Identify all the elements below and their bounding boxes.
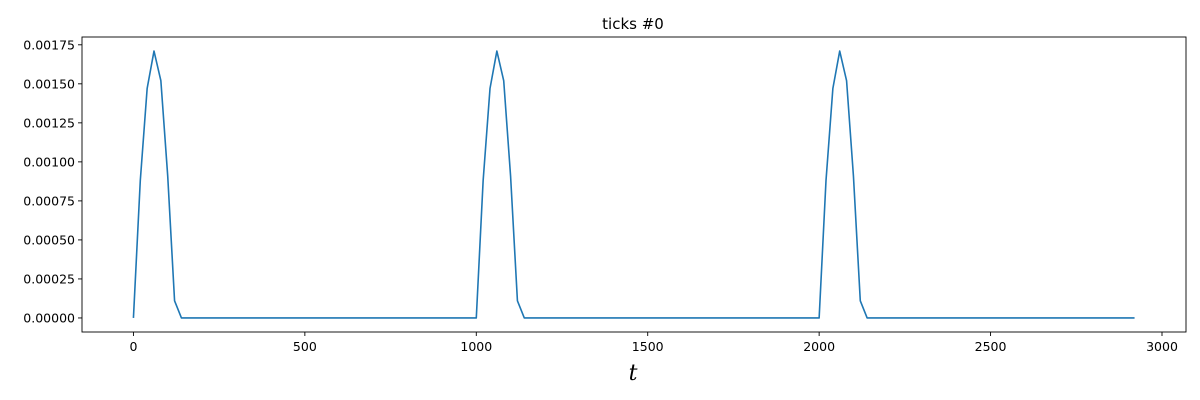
x-tick-label: 3000 — [1146, 339, 1178, 354]
y-axis: 0.00000 0.00025 0.00050 0.00075 0.00100 0.001… — [23, 37, 82, 325]
x-tick-label: 2000 — [803, 339, 835, 354]
y-tick-label: 0.00075 — [23, 193, 75, 208]
x-tick-label: 500 — [293, 339, 317, 354]
x-axis: 0 500 1000 1500 2000 2500 3000 — [129, 332, 1178, 354]
y-tick-label: 0.00025 — [23, 271, 75, 286]
x-tick-label: 2500 — [975, 339, 1007, 354]
x-axis-label: t — [629, 361, 638, 386]
plot-frame — [81, 36, 1187, 333]
y-tick-label: 0.00175 — [23, 37, 75, 52]
y-tick-label: 0.00150 — [23, 76, 75, 91]
chart-title: ticks #0 — [602, 15, 664, 33]
x-tick-label: 1000 — [460, 339, 492, 354]
y-tick-label: 0.00000 — [23, 310, 75, 325]
y-tick-label: 0.00125 — [23, 115, 75, 130]
plot-area — [81, 36, 1187, 333]
y-tick-label: 0.00100 — [23, 154, 75, 169]
y-tick-label: 0.00050 — [23, 232, 75, 247]
x-tick-label: 0 — [129, 339, 137, 354]
x-tick-label: 1500 — [632, 339, 664, 354]
series-line-0 — [132, 50, 1135, 319]
